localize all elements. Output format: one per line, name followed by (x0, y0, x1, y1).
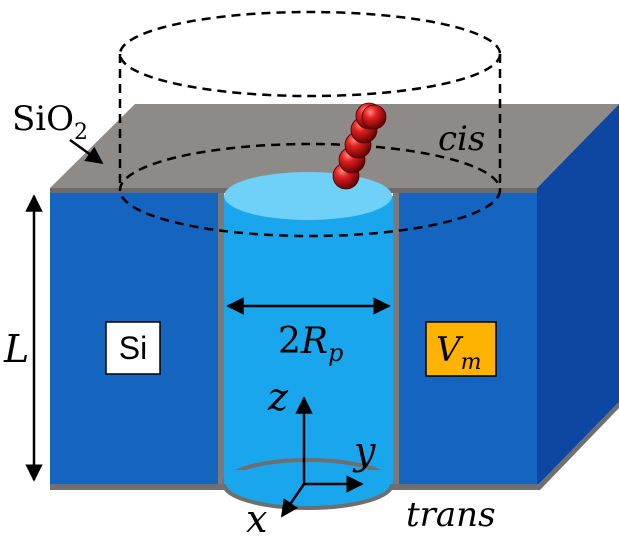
cis-reservoir-top (118, 10, 502, 98)
x-axis-label: x (246, 497, 267, 540)
pore-wall-right (393, 193, 399, 486)
voltage-label-box (425, 321, 497, 377)
pore-top-ellipse (224, 172, 392, 220)
oxide-top-surface (50, 104, 619, 188)
pore-water (224, 196, 393, 484)
silicon-side-edge (537, 402, 619, 490)
silicon-label: Si (119, 330, 147, 366)
silicon-side-face (537, 104, 619, 486)
x-axis-arrow (280, 483, 306, 518)
dna-bead-chain (332, 102, 387, 190)
pore-width-label: 2Rp (278, 321, 343, 367)
length-label: L (3, 327, 29, 371)
oxide-arrow (69, 138, 104, 165)
y-axis-label: y (352, 429, 376, 473)
cis-label: cis (438, 119, 485, 159)
silicon-label-box (105, 321, 161, 375)
pore-wall-left (218, 193, 224, 486)
trans-label: trans (406, 495, 496, 535)
z-axis-label: z (267, 375, 289, 419)
voltage-label: Vm (436, 330, 481, 375)
oxide-label: SiO2 (12, 99, 88, 145)
